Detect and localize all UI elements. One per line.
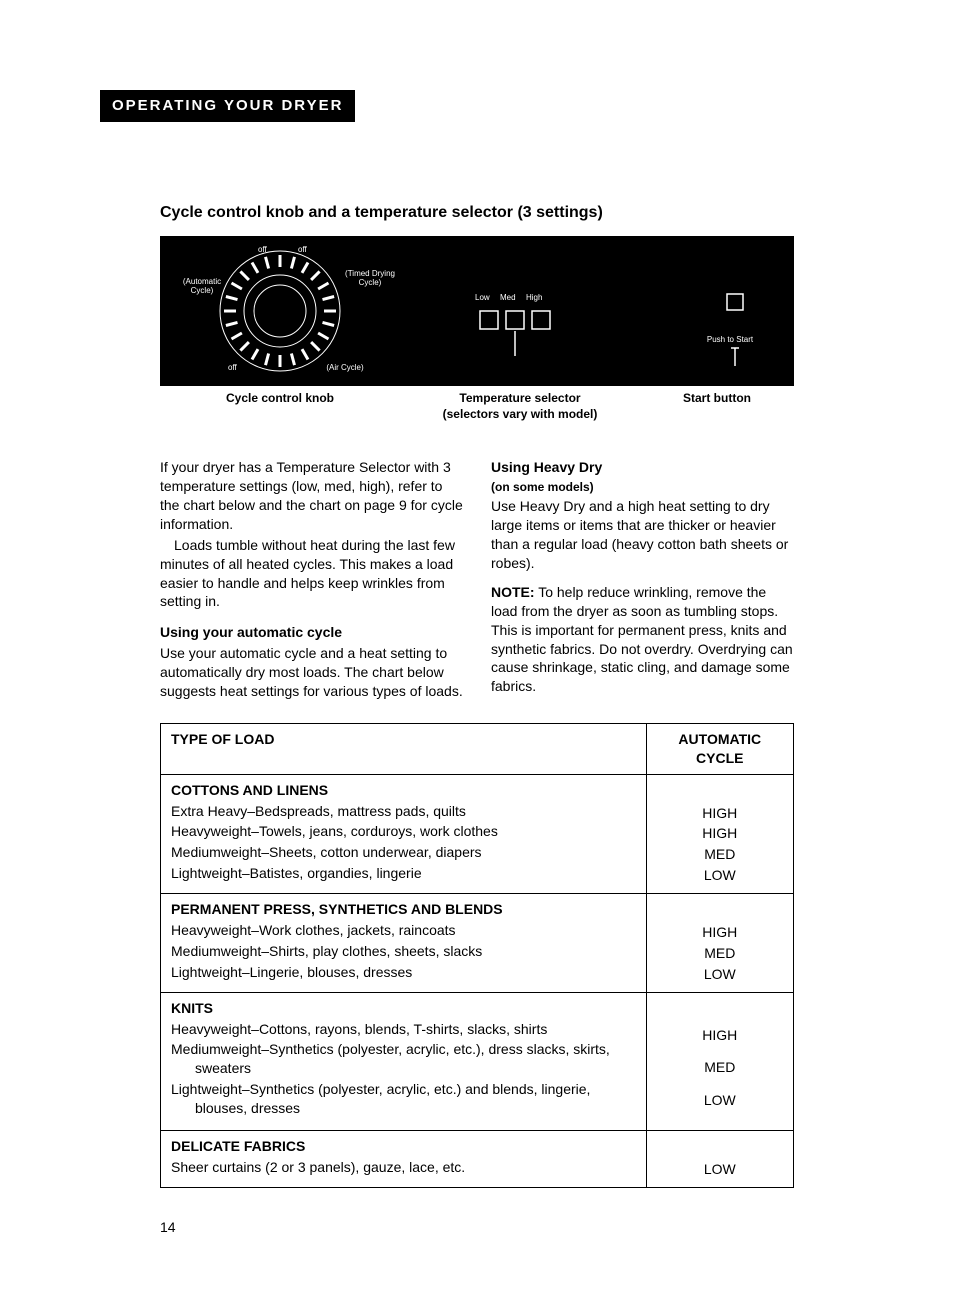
- caption-temp: Temperature selector: [400, 390, 640, 406]
- temp-label-high: High: [526, 294, 542, 303]
- section-header: OPERATING YOUR DRYER: [100, 90, 355, 122]
- right-p2: To help reduce wrinkling, remove the loa…: [491, 584, 793, 694]
- table-cell-cycle: HIGH MED LOW: [646, 992, 793, 1131]
- right-p1: Use Heavy Dry and a high heat setting to…: [491, 497, 794, 573]
- left-column: If your dryer has a Temperature Selector…: [160, 458, 463, 703]
- left-p1b: Loads tumble without heat during the las…: [160, 536, 463, 612]
- right-h1sub: (on some models): [491, 479, 794, 495]
- table-cell-type: COTTONS AND LINENS Extra Heavy–Bedspreads…: [161, 774, 647, 893]
- cycle-value: MED: [657, 1058, 783, 1077]
- category-title: PERMANENT PRESS, SYNTHETICS AND BLENDS: [171, 900, 636, 919]
- cycle-value: LOW: [657, 1160, 783, 1179]
- category-title: DELICATE FABRICS: [171, 1137, 636, 1156]
- label-timed-cycle: (Timed Drying Cycle): [340, 270, 400, 288]
- caption-temp-sub: (selectors vary with model): [400, 406, 640, 422]
- label-automatic-cycle: (Automatic Cycle): [178, 278, 226, 296]
- load-item: Mediumweight–Shirts, play clothes, sheet…: [171, 942, 636, 961]
- panel-captions: Cycle control knob Temperature selector …: [160, 390, 794, 422]
- load-item: Lightweight–Synthetics (polyester, acryl…: [171, 1080, 636, 1118]
- cycle-value: HIGH: [657, 923, 783, 942]
- temp-label-med: Med: [500, 294, 516, 303]
- right-h1: Using Heavy Dry: [491, 458, 794, 477]
- start-button-icon: [705, 286, 765, 366]
- label-air-cycle: (Air Cycle): [320, 364, 370, 373]
- cycle-value: LOW: [657, 866, 783, 885]
- cycle-value: MED: [657, 944, 783, 963]
- load-item: Sheer curtains (2 or 3 panels), gauze, l…: [171, 1158, 636, 1177]
- category-title: COTTONS AND LINENS: [171, 781, 636, 800]
- cycle-value: MED: [657, 845, 783, 864]
- load-item: Lightweight–Batistes, organdies, lingeri…: [171, 864, 636, 883]
- load-item: Heavyweight–Towels, jeans, corduroys, wo…: [171, 822, 636, 841]
- load-table: TYPE OF LOAD AUTOMATIC CYCLE COTTONS AND…: [160, 723, 794, 1188]
- label-off-1: off: [258, 246, 267, 255]
- right-column: Using Heavy Dry (on some models) Use Hea…: [491, 458, 794, 703]
- page-number: 14: [160, 1218, 854, 1237]
- table-cell-cycle: HIGHHIGH MED LOW: [646, 774, 793, 893]
- cycle-value: LOW: [657, 1091, 783, 1110]
- label-off-3: off: [228, 364, 237, 373]
- table-cell-cycle: LOW: [646, 1131, 793, 1188]
- left-h1: Using your automatic cycle: [160, 623, 463, 642]
- left-p1a: If your dryer has a Temperature Selector…: [160, 458, 463, 534]
- load-item: Heavyweight–Cottons, rayons, blends, T-s…: [171, 1020, 636, 1039]
- category-title: KNITS: [171, 999, 636, 1018]
- load-item: Mediumweight–Synthetics (polyester, acry…: [171, 1040, 636, 1078]
- th-cycle: AUTOMATIC CYCLE: [646, 723, 793, 774]
- cycle-value: HIGH: [657, 1026, 783, 1045]
- label-off-2: off: [298, 246, 307, 255]
- left-p2: Use your automatic cycle and a heat sett…: [160, 644, 463, 701]
- cycle-value: HIGH: [657, 804, 783, 823]
- table-cell-type: DELICATE FABRICS Sheer curtains (2 or 3 p…: [161, 1131, 647, 1188]
- control-panel-diagram: (Automatic Cycle) (Timed Drying Cycle) (…: [160, 236, 794, 386]
- cycle-value: LOW: [657, 965, 783, 984]
- push-to-start-label: Push to Start: [690, 336, 770, 345]
- load-item: Mediumweight–Sheets, cotton underwear, d…: [171, 843, 636, 862]
- temp-label-low: Low: [475, 294, 490, 303]
- table-cell-type: KNITS Heavyweight–Cottons, rayons, blends…: [161, 992, 647, 1131]
- th-type: TYPE OF LOAD: [161, 723, 647, 774]
- table-cell-type: PERMANENT PRESS, SYNTHETICS AND BLENDS He…: [161, 894, 647, 993]
- load-item: Lightweight–Lingerie, blouses, dresses: [171, 963, 636, 982]
- body-columns: If your dryer has a Temperature Selector…: [160, 458, 794, 703]
- note-label: NOTE:: [491, 584, 535, 600]
- caption-start: Start button: [640, 390, 794, 422]
- table-cell-cycle: HIGH MED LOW: [646, 894, 793, 993]
- load-item: Extra Heavy–Bedspreads, mattress pads, q…: [171, 802, 636, 821]
- caption-knob: Cycle control knob: [160, 390, 400, 422]
- sub-heading: Cycle control knob and a temperature sel…: [160, 202, 854, 224]
- load-item: Heavyweight–Work clothes, jackets, rainc…: [171, 921, 636, 940]
- cycle-value: HIGH: [657, 824, 783, 843]
